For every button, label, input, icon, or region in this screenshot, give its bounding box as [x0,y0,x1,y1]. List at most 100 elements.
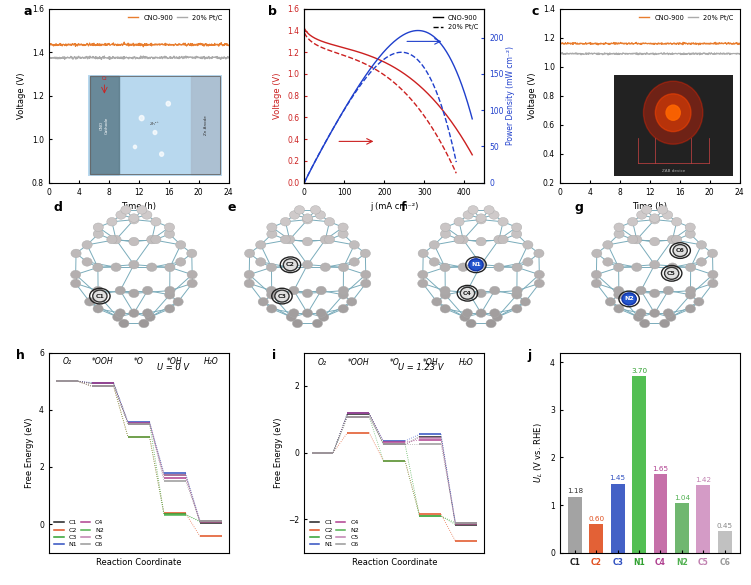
Circle shape [685,223,695,232]
Circle shape [146,235,157,244]
Circle shape [316,309,326,317]
Circle shape [636,286,646,295]
Circle shape [512,286,522,295]
Circle shape [347,298,357,306]
Circle shape [534,279,544,288]
Circle shape [267,304,277,313]
Circle shape [360,249,370,257]
Circle shape [93,291,103,299]
Circle shape [440,291,451,299]
Circle shape [164,230,175,238]
Circle shape [93,230,104,238]
Circle shape [476,260,486,269]
Circle shape [486,319,496,328]
Text: a: a [23,5,32,18]
Circle shape [614,230,624,238]
Circle shape [92,290,107,302]
Text: C2: C2 [286,262,295,267]
Bar [568,497,582,553]
Circle shape [460,313,470,321]
Circle shape [145,313,155,321]
X-axis label: Time (h): Time (h) [632,202,668,211]
Circle shape [466,319,476,328]
Circle shape [255,240,266,249]
Circle shape [267,263,276,271]
Text: 1.42: 1.42 [695,477,711,483]
Circle shape [650,214,659,222]
Circle shape [476,215,486,224]
Circle shape [303,309,312,318]
Bar [653,474,668,553]
Circle shape [614,263,624,271]
Circle shape [312,319,323,328]
Circle shape [696,257,707,266]
Text: *O: *O [134,357,143,366]
Circle shape [707,270,718,279]
Circle shape [187,249,197,257]
Circle shape [113,313,123,321]
Circle shape [283,259,297,271]
Circle shape [492,313,502,321]
Circle shape [164,223,175,232]
Circle shape [139,319,149,328]
Circle shape [636,309,646,317]
Circle shape [614,286,624,295]
Circle shape [523,257,533,266]
Y-axis label: Voltage (V): Voltage (V) [528,73,537,119]
Circle shape [285,235,294,244]
Circle shape [164,263,175,271]
Text: U = 0 V: U = 0 V [157,363,189,371]
Circle shape [129,214,139,222]
Circle shape [93,304,103,313]
Circle shape [294,205,305,214]
Circle shape [93,263,103,271]
Circle shape [665,313,676,321]
Text: 0.60: 0.60 [588,516,605,522]
Circle shape [164,291,175,299]
Circle shape [476,214,486,222]
Circle shape [686,291,695,299]
Circle shape [671,218,682,226]
Y-axis label: Free Energy (eV): Free Energy (eV) [25,418,34,488]
Text: 1.45: 1.45 [610,475,626,481]
Text: N1: N1 [471,262,481,267]
Circle shape [360,279,371,288]
Y-axis label: $U_L$ (V vs. RHE): $U_L$ (V vs. RHE) [532,422,544,483]
Circle shape [176,240,185,249]
Bar [696,485,710,553]
Circle shape [303,289,312,298]
Circle shape [324,218,335,226]
Circle shape [523,240,533,249]
X-axis label: Reaction Coordinate: Reaction Coordinate [96,558,182,567]
Circle shape [440,304,451,313]
Text: C3: C3 [278,294,286,298]
Text: H₂O: H₂O [459,357,474,367]
Circle shape [440,263,450,271]
Circle shape [668,235,677,244]
Circle shape [640,319,650,328]
Circle shape [129,309,139,318]
Circle shape [119,319,129,328]
Circle shape [685,230,695,238]
Circle shape [129,215,139,224]
Text: U = 1.23 V: U = 1.23 V [398,363,443,371]
Circle shape [476,238,486,246]
Circle shape [82,257,92,266]
Circle shape [115,309,125,317]
Circle shape [93,286,103,295]
Circle shape [614,291,624,299]
Circle shape [315,211,325,219]
Y-axis label: Voltage (V): Voltage (V) [17,73,26,119]
Circle shape [498,218,508,226]
Bar [675,503,689,553]
Circle shape [494,235,504,244]
Circle shape [463,286,472,295]
Circle shape [71,270,81,279]
Circle shape [164,304,175,313]
Circle shape [463,309,472,317]
Circle shape [520,298,530,306]
Circle shape [476,309,486,318]
Circle shape [458,235,469,244]
Text: H₂O: H₂O [204,357,218,366]
Legend: CNO-900, 20% Pt/C: CNO-900, 20% Pt/C [430,12,481,33]
